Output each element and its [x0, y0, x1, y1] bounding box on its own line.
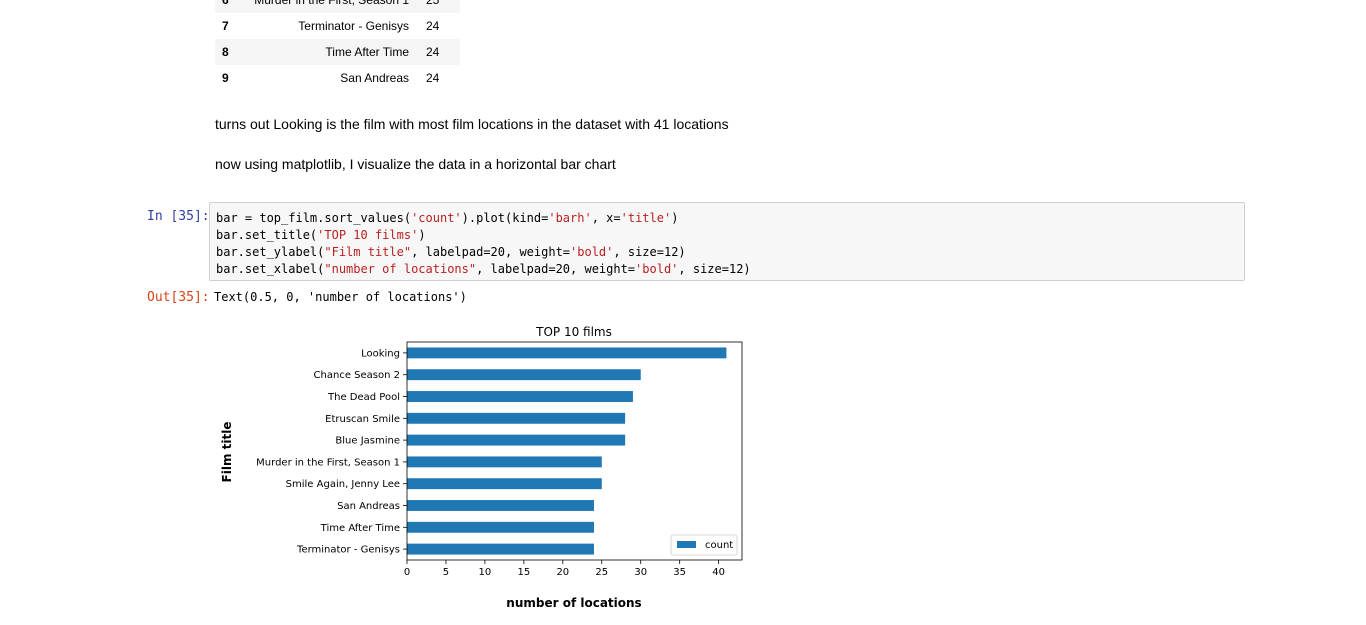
- chart-ylabel: Film title: [220, 422, 234, 483]
- code-token: 'TOP 10 films': [317, 228, 419, 242]
- code-token: "number of locations": [324, 262, 477, 276]
- code-token: ).plot(kind=: [461, 211, 549, 225]
- code-token: 'barh': [548, 211, 592, 225]
- chart-title: TOP 10 films: [535, 325, 612, 339]
- bar: [407, 412, 626, 424]
- code-token: ): [418, 228, 426, 242]
- row-index: 7: [222, 19, 229, 33]
- code-token: , size=12): [613, 245, 686, 259]
- xtick-label: 5: [443, 567, 449, 578]
- plot-frame: [406, 341, 743, 561]
- row-index: 9: [222, 71, 229, 85]
- bar: [407, 434, 626, 446]
- markdown-line-2: now using matplotlib, I visualize the da…: [215, 156, 616, 172]
- code-token: 'bold': [570, 245, 614, 259]
- table-row: 9 San Andreas 24: [215, 65, 460, 91]
- ytick-label: Smile Again, Jenny Lee: [286, 479, 400, 490]
- code-token: 'bold': [635, 262, 679, 276]
- code-token: ): [671, 211, 679, 225]
- row-count-value: 24: [426, 71, 440, 85]
- row-title: Murder in the First, Season 1: [254, 0, 409, 13]
- table-row: 8 Time After Time 24: [215, 39, 460, 65]
- code-token: , x=: [591, 211, 621, 225]
- code-text[interactable]: bar = top_film.sort_values('count').plot…: [216, 210, 751, 278]
- ytick-label: Terminator - Genisys: [296, 545, 400, 556]
- bar: [407, 478, 602, 490]
- code-token: "Film title": [324, 245, 412, 259]
- chart-xlabel: number of locations: [506, 596, 641, 610]
- xtick-label: 15: [517, 567, 530, 578]
- code-token: bar.set_ylabel(: [216, 245, 325, 259]
- row-count: 25: [409, 0, 460, 13]
- legend: count: [670, 534, 738, 556]
- xtick-label: 0: [404, 567, 410, 578]
- row-count-value: 24: [426, 19, 440, 33]
- legend-swatch: [677, 541, 696, 548]
- legend-label: count: [705, 540, 733, 551]
- row-count-value: 24: [426, 45, 440, 59]
- bar: [407, 521, 594, 533]
- code-line: bar.set_xlabel("number of locations", la…: [216, 261, 751, 278]
- bar: [407, 369, 641, 381]
- code-line: bar.set_ylabel("Film title", labelpad=20…: [216, 244, 751, 261]
- row-count: 24: [409, 13, 460, 39]
- row-title: Time After Time: [254, 39, 409, 65]
- bar: [407, 543, 594, 555]
- row-title: San Andreas: [340, 71, 409, 85]
- xtick-label: 40: [712, 567, 725, 578]
- ytick-label: The Dead Pool: [327, 392, 400, 403]
- code-token: , labelpad=20, weight=: [411, 245, 571, 259]
- bar: [407, 456, 602, 468]
- code-token: , size=12): [678, 262, 751, 276]
- code-token: bar = top_film.sort_values(: [216, 211, 412, 225]
- bar: [407, 500, 594, 511]
- code-token: bar.set_title(: [216, 228, 318, 242]
- code-token: bar.set_xlabel(: [216, 262, 325, 276]
- xtick-label: 35: [673, 567, 686, 578]
- row-index: 6: [215, 0, 254, 13]
- table-row: 7 Terminator - Genisys 24: [215, 13, 460, 39]
- ytick-label: Chance Season 2: [314, 370, 400, 381]
- output-prompt: Out[35]:: [147, 290, 210, 305]
- row-count-value: 25: [426, 0, 440, 7]
- bar: [407, 347, 727, 359]
- xtick-label: 30: [634, 567, 647, 578]
- code-token: 'count': [411, 211, 462, 225]
- row-count: 24: [409, 65, 460, 91]
- row-count: 24: [409, 39, 460, 65]
- ytick-label: Looking: [361, 348, 400, 359]
- ytick-label: San Andreas: [337, 501, 400, 512]
- ytick-label: Blue Jasmine: [335, 436, 400, 447]
- row-index: 8: [215, 39, 254, 65]
- xtick-label: 25: [595, 567, 608, 578]
- xtick-label: 20: [556, 567, 569, 578]
- xtick-label: 10: [479, 567, 492, 578]
- ytick-label: Time After Time: [320, 523, 400, 534]
- code-cell-editor[interactable]: bar = top_film.sort_values('count').plot…: [209, 202, 1245, 281]
- ytick-label: Murder in the First, Season 1: [256, 457, 400, 468]
- input-prompt: In [35]:: [147, 209, 210, 224]
- code-token: , labelpad=20, weight=: [476, 262, 636, 276]
- ytick-label: Etruscan Smile: [325, 414, 400, 425]
- table-row: 6 Murder in the First, Season 1 25: [215, 0, 460, 13]
- code-token: 'title': [620, 211, 672, 225]
- row-title: Terminator - Genisys: [298, 19, 409, 33]
- bar: [407, 391, 633, 402]
- output-text: Text(0.5, 0, 'number of locations'): [214, 290, 467, 304]
- markdown-line-1: turns out Looking is the film with most …: [215, 116, 729, 132]
- code-line: bar.set_title('TOP 10 films'): [216, 227, 751, 244]
- legend-box: [670, 534, 738, 556]
- code-line: bar = top_film.sort_values('count').plot…: [216, 210, 751, 227]
- dataframe-table: 6 Murder in the First, Season 1 25 7 Termina…: [215, 0, 460, 91]
